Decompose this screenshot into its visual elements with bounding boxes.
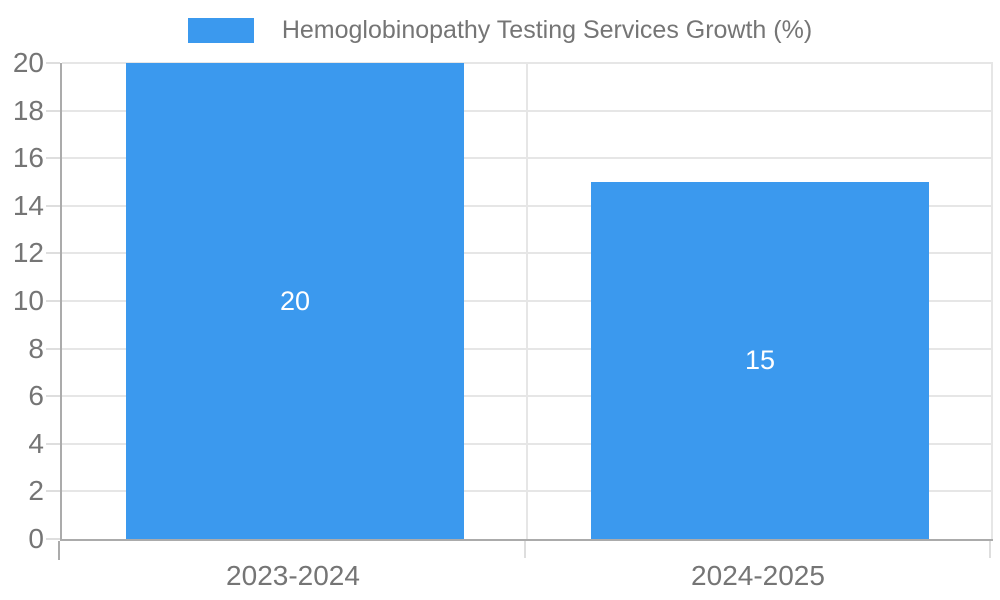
y-tick-label-4: 4 — [28, 427, 44, 459]
y-tick-label-2: 2 — [28, 475, 44, 507]
y-tick-mark-6 — [46, 395, 60, 398]
x-tick-label-2024-2025: 2024-2025 — [691, 560, 825, 591]
x-tick-mark-1 — [524, 541, 526, 558]
y-tick-label-6: 6 — [28, 380, 44, 412]
y-tick-label-0: 0 — [28, 523, 44, 554]
y-tick-label-14: 14 — [12, 189, 44, 221]
bar-2024-2025[interactable]: 15 — [591, 182, 929, 539]
y-tick-mark-12 — [46, 252, 60, 255]
bar-value-label: 15 — [744, 345, 776, 375]
y-tick-mark-0 — [46, 538, 60, 540]
plot-area: 20 15 — [60, 62, 993, 541]
bar-2023-2024[interactable]: 20 — [126, 63, 464, 539]
x-tick-mark-2 — [989, 541, 991, 558]
y-tick-label-8: 8 — [28, 332, 44, 364]
y-tick-mark-4 — [46, 442, 60, 445]
y-tick-mark-16 — [46, 157, 60, 160]
y-tick-label-10: 10 — [12, 285, 44, 316]
y-tick-label-16: 16 — [12, 142, 44, 174]
legend-label: Hemoglobinopathy Testing Services Growth… — [281, 16, 813, 44]
legend-swatch-icon — [187, 17, 254, 43]
x-tick-mark-0 — [58, 541, 60, 560]
gridline-x-1 — [991, 63, 993, 539]
gridline-x-0 — [526, 63, 528, 539]
y-tick-label-18: 18 — [12, 94, 44, 126]
y-tick-mark-8 — [46, 347, 60, 350]
y-tick-mark-2 — [46, 490, 60, 493]
y-tick-label-12: 12 — [12, 237, 44, 269]
y-tick-mark-18 — [46, 109, 60, 112]
y-tick-label-20: 20 — [12, 47, 44, 78]
bar-value-label: 20 — [279, 285, 311, 316]
y-tick-mark-14 — [46, 204, 60, 207]
x-tick-label-2023-2024: 2023-2024 — [226, 560, 360, 591]
y-tick-mark-20 — [46, 62, 60, 64]
y-tick-mark-10 — [46, 300, 60, 302]
chart-legend[interactable]: Hemoglobinopathy Testing Services Growth… — [0, 16, 1000, 44]
